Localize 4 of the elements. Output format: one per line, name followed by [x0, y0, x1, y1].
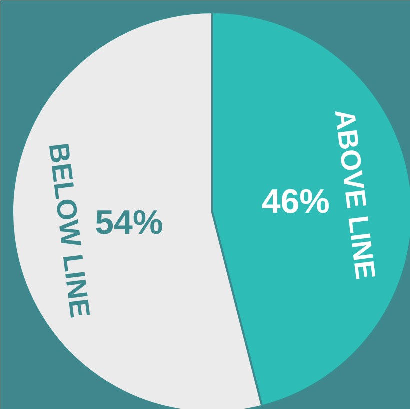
- data-label: 54%: [95, 204, 164, 242]
- slice-label: ABOVE LINE: [329, 108, 382, 282]
- data-label: 46%: [262, 182, 330, 221]
- slice-label: BELOW LINE: [43, 141, 96, 320]
